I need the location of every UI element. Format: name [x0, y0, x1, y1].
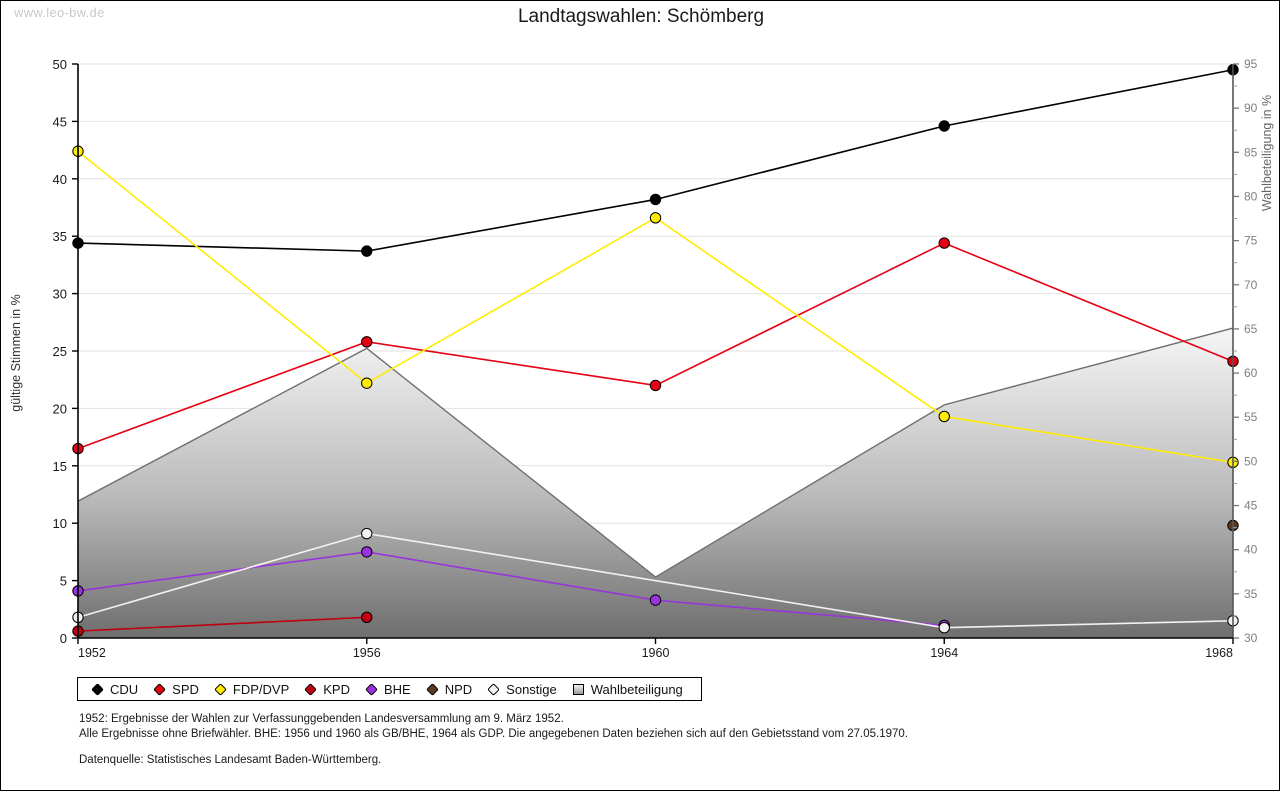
right-tick-label: 65 — [1244, 322, 1258, 336]
right-tick-label: 75 — [1244, 234, 1258, 248]
footnote-line-2: Alle Ergebnisse ohne Briefwähler. BHE: 1… — [79, 728, 908, 740]
left-tick-label: 25 — [53, 344, 67, 359]
legend-diamond-icon — [214, 682, 227, 696]
legend-item-kpd[interactable]: KPD — [304, 681, 350, 697]
legend-label: NPD — [444, 681, 473, 697]
legend-diamond-icon — [91, 682, 104, 696]
data-point-cdu[interactable] — [649, 193, 662, 206]
legend-item-wahlbeteiligung[interactable]: Wahlbeteiligung — [572, 681, 683, 697]
legend-item-npd[interactable]: NPD — [425, 681, 473, 697]
legend-diamond-icon — [487, 682, 501, 696]
legend-square-icon — [572, 683, 584, 695]
right-tick-label: 95 — [1244, 57, 1258, 71]
legend: CDU SPD FDP/DVP KPD BHE NPD Sonstige Wahlbeteil… — [77, 677, 702, 701]
x-tick-label: 1952 — [78, 646, 106, 660]
data-point-cdu[interactable] — [938, 120, 950, 132]
right-tick-label: 50 — [1244, 454, 1258, 468]
legend-diamond-icon — [304, 682, 318, 696]
left-tick-label: 15 — [53, 459, 67, 474]
series-line-bhe — [77, 551, 945, 627]
legend-item-cdu[interactable]: CDU — [91, 681, 139, 697]
data-point-spd[interactable] — [649, 379, 662, 392]
data-point-kpd[interactable] — [361, 611, 373, 624]
data-point-sonstige[interactable] — [938, 621, 950, 634]
right-tick-label: 80 — [1244, 189, 1258, 203]
data-source-line: Datenquelle: Statistisches Landesamt Bad… — [79, 754, 382, 766]
legend-item-spd[interactable]: SPD — [153, 681, 199, 697]
right-tick-label: 30 — [1244, 631, 1258, 645]
right-tick-label: 60 — [1244, 366, 1258, 380]
right-tick-label: 85 — [1244, 145, 1258, 159]
footnote-line-1: 1952: Ergebnisse der Wahlen zur Verfassu… — [79, 713, 564, 725]
left-tick-label: 40 — [53, 172, 67, 187]
legend-label: KPD — [323, 681, 350, 697]
right-tick-label: 90 — [1244, 101, 1258, 115]
legend-label: CDU — [110, 681, 139, 697]
legend-label: SPD — [172, 681, 199, 697]
series-line-cdu — [77, 68, 1234, 252]
left-tick-label: 0 — [60, 631, 67, 646]
data-point-bhe[interactable] — [649, 594, 662, 606]
x-tick-label: 1960 — [642, 646, 670, 660]
plot-layer: 0 5 10 15 20 25 30 35 40 45 50 30 35 40 45 50 55 60 65 70 75… — [53, 57, 1258, 660]
left-tick-label: 35 — [53, 229, 67, 244]
data-point-fdp-dvp[interactable] — [361, 377, 373, 389]
right-tick-label: 55 — [1244, 410, 1258, 424]
data-point-cdu[interactable] — [361, 245, 373, 257]
legend-diamond-icon — [153, 682, 167, 696]
series-line-kpd — [77, 616, 367, 632]
left-tick-label: 45 — [53, 114, 67, 129]
left-tick-label: 50 — [53, 57, 67, 72]
left-tick-label: 20 — [53, 401, 67, 416]
right-tick-label: 45 — [1244, 499, 1258, 513]
legend-item-fdp-dvp[interactable]: FDP/DVP — [214, 681, 290, 697]
legend-label: BHE — [383, 681, 411, 697]
series-line-sonstige — [77, 532, 1234, 629]
watermark: www.leo-bw.de — [14, 5, 105, 20]
x-tick-label: 1956 — [353, 646, 381, 660]
data-point-bhe[interactable] — [361, 546, 373, 558]
left-tick-label: 10 — [53, 516, 67, 531]
legend-diamond-icon — [425, 682, 439, 696]
legend-label: Sonstige — [506, 681, 557, 697]
page-title: Landtagswahlen: Schömberg — [517, 6, 765, 27]
legend-diamond-icon — [365, 682, 378, 696]
data-point-spd[interactable] — [361, 336, 373, 348]
left-tick-label: 5 — [60, 574, 67, 589]
legend-item-sonstige[interactable]: Sonstige — [487, 681, 557, 697]
x-tick-label: 1964 — [930, 646, 958, 660]
right-tick-label: 35 — [1244, 587, 1258, 601]
data-point-fdp-dvp[interactable] — [649, 212, 662, 224]
right-tick-label: 40 — [1244, 543, 1258, 557]
legend-label: Wahlbeteiligung — [590, 681, 683, 697]
left-tick-label: 30 — [53, 287, 67, 302]
data-point-sonstige[interactable] — [361, 527, 373, 540]
legend-label: FDP/DVP — [232, 681, 290, 697]
wahlbeteiligung-line — [77, 327, 1234, 578]
right-tick-label: 70 — [1244, 278, 1258, 292]
x-tick-label: 1968 — [1205, 646, 1233, 660]
data-point-fdp-dvp[interactable] — [938, 410, 950, 423]
data-point-spd[interactable] — [938, 237, 950, 249]
legend-item-bhe[interactable]: BHE — [365, 681, 411, 697]
footnotes: 1952: Ergebnisse der Wahlen zur Verfassu… — [79, 712, 908, 768]
